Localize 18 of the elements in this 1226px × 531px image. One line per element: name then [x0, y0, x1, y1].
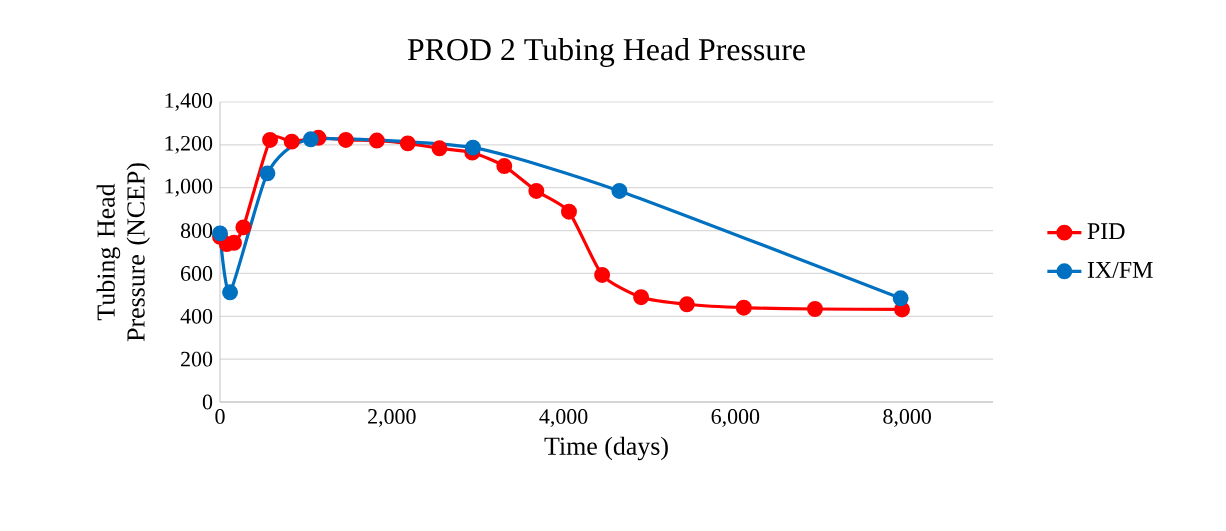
x-tick-label: 4,000 [539, 409, 588, 427]
y-axis-title: Tubing Head Pressure (NCEP) [96, 163, 150, 342]
chart-title: PROD 2 Tubing Head Pressure [407, 37, 805, 67]
x-tick-label: 0 [215, 409, 225, 424]
y-tick-label: 0 [202, 394, 213, 410]
y-tick-label: 600 [181, 266, 213, 281]
x-tick-label: 2,000 [368, 409, 416, 427]
y-tick-label: 1,200 [165, 135, 213, 154]
y-tick-label: 400 [180, 308, 213, 324]
x-axis-title: Time (days) [544, 436, 668, 461]
y-tick-label: 1,000 [165, 178, 213, 197]
x-tick-label: 6,000 [711, 409, 760, 427]
y-tick-label: 1,400 [165, 93, 213, 111]
x-tick-label: 8,000 [883, 409, 931, 427]
legend-label: PID [1087, 223, 1125, 239]
y-tick-label: 800 [180, 223, 213, 238]
y-tick-label: 200 [181, 351, 213, 367]
legend-label: IX/FM [1087, 261, 1153, 278]
